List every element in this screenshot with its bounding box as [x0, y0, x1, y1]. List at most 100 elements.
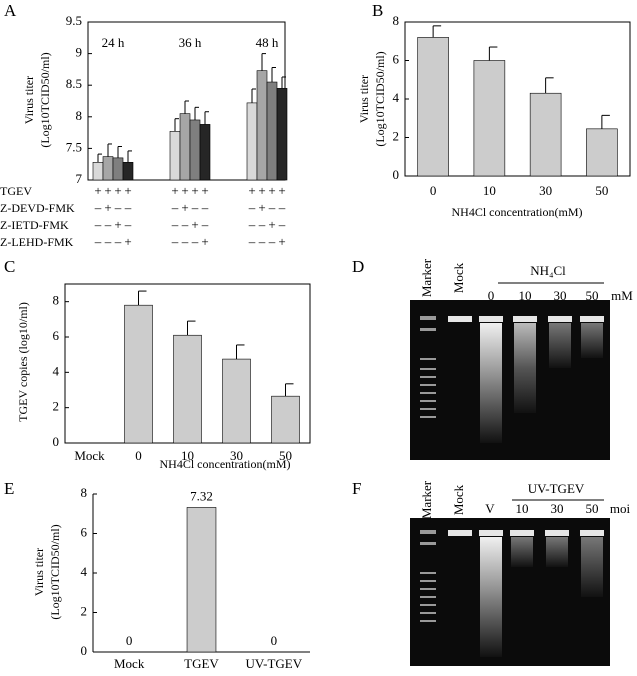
- panel-letter: A: [4, 1, 17, 20]
- panel-letter: D: [352, 257, 364, 276]
- table-sign: +: [248, 183, 255, 198]
- panel-letter: C: [4, 257, 15, 276]
- table-sign: +: [278, 234, 285, 249]
- table-sign: +: [278, 183, 285, 198]
- table-sign: –: [171, 217, 179, 232]
- lane-label: 10: [519, 288, 532, 303]
- x-axis-label: NH4Cl concentration(mM): [160, 457, 291, 471]
- lane-label: V: [485, 501, 495, 516]
- table-sign: –: [278, 200, 286, 215]
- table-sign: –: [104, 234, 112, 249]
- table-sign: –: [124, 200, 132, 215]
- y-tick-label: 0: [53, 434, 60, 449]
- lane-label: Mock: [451, 262, 466, 293]
- lane-label: 30: [554, 288, 567, 303]
- y-tick-label: 4: [81, 564, 88, 579]
- table-sign: +: [114, 183, 121, 198]
- table-sign: +: [171, 183, 178, 198]
- bar: [266, 81, 278, 181]
- y-tick-label: 8: [81, 485, 88, 500]
- y-tick-label: 6: [53, 328, 60, 343]
- bar: [102, 156, 114, 181]
- y-tick-label: 0: [81, 643, 88, 658]
- lane-label: 50: [586, 501, 599, 516]
- table-sign: –: [124, 217, 132, 232]
- value-label: 0: [126, 633, 133, 648]
- x-tick-label: 0: [135, 448, 142, 463]
- bar: [92, 162, 104, 181]
- value-label: 7.32: [190, 488, 213, 503]
- table-sign: –: [114, 234, 122, 249]
- x-tick-label: 50: [595, 183, 608, 198]
- x-tick-label: TGEV: [184, 656, 219, 671]
- table-sign: –: [104, 217, 112, 232]
- x-tick-label: 30: [539, 183, 552, 198]
- table-sign: +: [191, 183, 198, 198]
- bar: [189, 119, 201, 181]
- bar: [276, 88, 288, 181]
- value-label: 0: [271, 633, 278, 648]
- bar: [529, 92, 562, 177]
- y-axis-label: (Log10TCID50/ml): [48, 524, 62, 619]
- table-sign: +: [114, 217, 121, 232]
- lane-label: 50: [586, 288, 599, 303]
- x-tick-label: 30: [230, 448, 243, 463]
- group-label: 24 h: [102, 35, 125, 50]
- y-tick-label: 6: [81, 524, 88, 539]
- table-sign: +: [258, 200, 265, 215]
- table-sign: –: [94, 217, 102, 232]
- table-sign: –: [181, 234, 189, 249]
- table-row-label: TGEV: [0, 184, 32, 198]
- table-sign: –: [268, 200, 276, 215]
- lane-label: 10: [516, 501, 529, 516]
- table-sign: +: [124, 183, 131, 198]
- unit-label: moi: [610, 501, 631, 516]
- table-sign: +: [191, 217, 198, 232]
- table-sign: +: [181, 183, 188, 198]
- panel-letter: E: [4, 479, 14, 498]
- panel-letter: B: [372, 1, 383, 20]
- table-sign: +: [258, 183, 265, 198]
- x-tick-label: Mock: [114, 656, 145, 671]
- table-row-label: Z-IETD-FMK: [0, 218, 69, 232]
- group-label: 36 h: [179, 35, 202, 50]
- x-tick-label: 50: [279, 448, 292, 463]
- table-sign: –: [171, 234, 179, 249]
- y-tick-label: 9.5: [66, 13, 82, 28]
- panel-letter: F: [352, 479, 361, 498]
- table-sign: –: [258, 234, 266, 249]
- table-sign: –: [94, 234, 102, 249]
- y-axis-label: (Log10TCID50/ml): [373, 51, 387, 146]
- bar: [271, 395, 300, 444]
- lane-label: Marker: [419, 258, 434, 297]
- table-sign: –: [191, 234, 199, 249]
- y-tick-label: 7.5: [66, 139, 82, 154]
- table-sign: +: [268, 217, 275, 232]
- lane-label: 30: [551, 501, 564, 516]
- bar: [122, 162, 134, 181]
- table-sign: –: [258, 217, 266, 232]
- x-axis-label: NH4Cl concentration(mM): [452, 205, 583, 219]
- table-row-label: Z-DEVD-FMK: [0, 201, 75, 215]
- bar: [417, 37, 449, 177]
- lane-label: 0: [488, 288, 495, 303]
- unit-label: mM: [611, 288, 633, 303]
- bar: [124, 304, 153, 444]
- y-tick-label: 4: [53, 363, 60, 378]
- y-axis-label: Virus titer: [22, 76, 36, 124]
- table-sign: +: [94, 183, 101, 198]
- gel-image: [410, 300, 610, 460]
- x-tick-label: 0: [430, 183, 437, 198]
- bar: [186, 507, 217, 653]
- table-row-label: Z-LEHD-FMK: [0, 235, 74, 249]
- y-tick-label: 8: [53, 293, 60, 308]
- y-tick-label: 0: [393, 167, 400, 182]
- y-axis-label: Virus titer: [357, 75, 371, 123]
- table-sign: +: [201, 234, 208, 249]
- lane-label: Mock: [451, 484, 466, 515]
- y-tick-label: 9: [76, 45, 83, 60]
- y-axis-label: Virus titer: [32, 548, 46, 596]
- y-tick-label: 8: [76, 108, 83, 123]
- y-tick-label: 4: [393, 90, 400, 105]
- y-tick-label: 7: [76, 171, 83, 186]
